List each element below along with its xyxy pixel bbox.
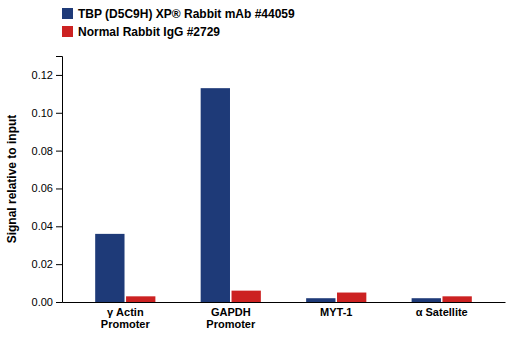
x-tick-label-line: Promoter: [101, 318, 151, 330]
x-tick-label-line: MYT-1: [320, 306, 352, 318]
x-tick-label: GAPDHPromoter: [206, 306, 256, 331]
chart: 0.000.020.040.060.080.100.12γ ActinPromo…: [0, 0, 520, 350]
legend-label: Normal Rabbit IgG #2729: [78, 25, 220, 39]
y-tick-label: 0.12: [32, 69, 53, 81]
y-tick: 0.02: [32, 258, 62, 270]
legend-swatch: [62, 26, 73, 37]
x-tick: MYT-1: [320, 306, 352, 318]
x-tick: GAPDHPromoter: [206, 306, 256, 331]
legend-swatch: [62, 8, 73, 19]
y-tick-mark: [56, 264, 62, 265]
y-tick-mark: [56, 75, 62, 76]
legend-item: Normal Rabbit IgG #2729: [62, 25, 220, 39]
bar: [232, 291, 261, 302]
x-tick-label: α Satellite: [416, 306, 468, 318]
y-tick-mark: [56, 113, 62, 114]
x-tick-label: γ ActinPromoter: [101, 306, 151, 331]
y-tick-mark: [56, 151, 62, 152]
legend-item: TBP (D5C9H) XP® Rabbit mAb #44059: [62, 7, 295, 21]
bar: [412, 298, 441, 302]
bar-series: [95, 88, 441, 302]
x-axis-line: [63, 302, 506, 303]
y-tick: 0.08: [32, 145, 62, 157]
plot-area: 0.000.020.040.060.080.100.12γ ActinPromo…: [32, 57, 506, 331]
x-tick: α Satellite: [416, 306, 468, 318]
y-tick: 0.00: [32, 296, 62, 308]
y-axis: 0.00 0.02 0.04 0.06 0.08 0.10 0.12: [32, 57, 63, 309]
bar-series: [126, 291, 472, 302]
x-tick-label-line: γ Actin: [107, 306, 144, 318]
y-tick-mark: [56, 226, 62, 227]
y-tick-label: 0.06: [32, 182, 53, 194]
y-tick-label: 0.08: [32, 145, 53, 157]
x-tick: γ ActinPromoter: [101, 306, 151, 331]
legend: TBP (D5C9H) XP® Rabbit mAb #44059 Normal …: [62, 7, 295, 39]
x-axis: γ ActinPromoterGAPDHPromoterMYT-1α Satel…: [63, 303, 506, 331]
bar: [306, 298, 335, 302]
bar: [201, 88, 230, 302]
legend-label: TBP (D5C9H) XP® Rabbit mAb #44059: [78, 7, 295, 21]
bar: [95, 234, 124, 302]
y-tick-label: 0.02: [32, 258, 53, 270]
bar: [337, 293, 366, 302]
y-tick-label: 0.04: [32, 220, 53, 232]
x-tick-label: MYT-1: [320, 306, 352, 318]
y-axis-line: [56, 57, 63, 303]
y-tick-label: 0.00: [32, 296, 53, 308]
y-tick-mark: [56, 302, 62, 303]
x-tick-label-line: Promoter: [206, 318, 256, 330]
y-tick: 0.10: [32, 107, 62, 119]
y-tick: 0.06: [32, 182, 62, 194]
y-tick: 0.04: [32, 220, 62, 232]
bar: [442, 296, 471, 302]
y-tick-mark: [56, 188, 62, 189]
x-tick-label-line: GAPDH: [211, 306, 251, 318]
y-tick-label: 0.10: [32, 107, 53, 119]
x-tick-label-line: α Satellite: [416, 306, 468, 318]
bars: [95, 88, 472, 302]
y-axis-title: Signal relative to input: [5, 115, 19, 244]
bar: [126, 296, 155, 302]
y-tick: 0.12: [32, 69, 62, 81]
